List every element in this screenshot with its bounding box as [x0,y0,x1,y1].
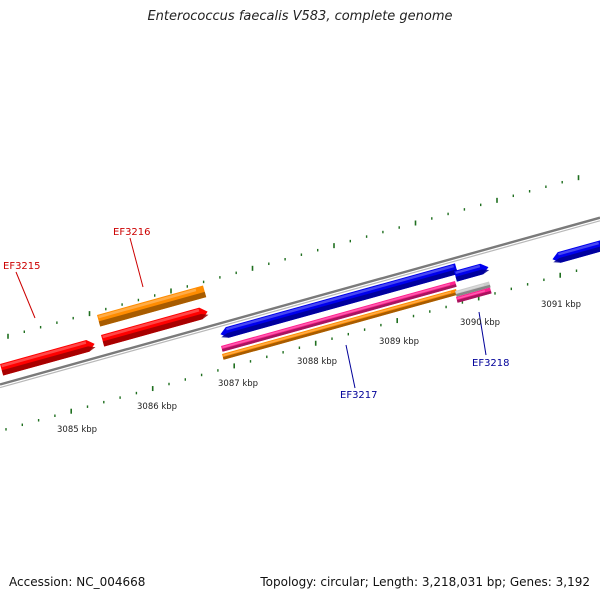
gene-ef3218-cds-highlight [455,264,481,275]
gene-ef3218-gene-highlight [457,290,486,300]
gene-ef3217-misc-highlight [222,283,451,349]
leader-line [345,344,356,389]
gene-ef3218-gene [456,287,492,303]
gene-ef3217-cds-shadow [221,269,458,338]
gene-ef3215-cds-shadow [1,346,96,376]
page-title: Enterococcus faecalis V583, complete gen… [147,9,453,24]
gene-ef3215-cds-highlight [1,341,87,368]
gene-label-ef3216: EF3216 [113,227,151,238]
gene-ef3217-misc-shadow [221,284,457,352]
label-layer: 3085 kbp 3086 kbp 3087 kbp 3088 kbp 3089 kbp… [3,227,581,435]
kbp-tick-label: 3086 kbp [137,402,177,412]
leader-line [478,311,487,356]
gene-next-cds [552,240,600,263]
kbp-tick-label: 3091 kbp [541,300,581,310]
kbp-tick-label: 3087 kbp [218,379,258,389]
gene-ef3216-cds [101,307,209,347]
kbp-tick-label: 3090 kbp [460,318,500,328]
gene-ef3218-misc [455,281,491,297]
gene-ef3218-misc-shadow [455,284,491,297]
topology-text: Topology: circular; Length: 3,218,031 bp… [260,575,590,589]
gene-label-ef3218: EF3218 [472,358,510,369]
gene-ef3216-gene [97,285,207,327]
kbp-tick-label: 3085 kbp [57,425,97,435]
gene-ef3217-gene [222,288,458,360]
kbp-tick-label: 3089 kbp [379,337,419,347]
gene-ef3217-gene-shadow [222,292,458,360]
feature-layer [0,240,600,376]
gene-next-cds-shadow [553,246,600,263]
gene-ef3218-cds-shadow [455,269,490,282]
gene-ef3216-cds-highlight [102,308,200,339]
backbone-highlight [0,220,600,389]
gene-ef3218-misc-highlight [456,284,485,294]
gene-ef3218-cds [454,263,490,282]
tick-layer [5,175,580,431]
gene-ef3217-cds [220,263,458,338]
gene-label-ef3217: EF3217 [340,390,378,401]
gene-ef3218-gene-shadow [456,290,492,303]
gene-ef3217-gene-highlight [223,291,452,357]
gene-label-ef3215: EF3215 [3,261,41,272]
gene-next-cds-highlight [558,241,599,256]
gene-ef3216-gene-highlight [98,288,197,319]
backbone-layer [0,216,600,389]
gene-ef3215-cds [0,340,96,376]
leader-line [129,237,144,288]
leader-layer [15,237,487,389]
gene-ef3217-cds-highlight [226,264,454,331]
accession-text: Accession: NC_004668 [9,575,146,589]
kbp-tick-label: 3088 kbp [297,357,337,367]
backbone-line [0,216,600,386]
gene-ef3216-cds-shadow [102,314,209,347]
gene-ef3217-misc [221,280,457,352]
leader-line [15,271,36,319]
gene-ef3216-gene-shadow [98,291,207,327]
